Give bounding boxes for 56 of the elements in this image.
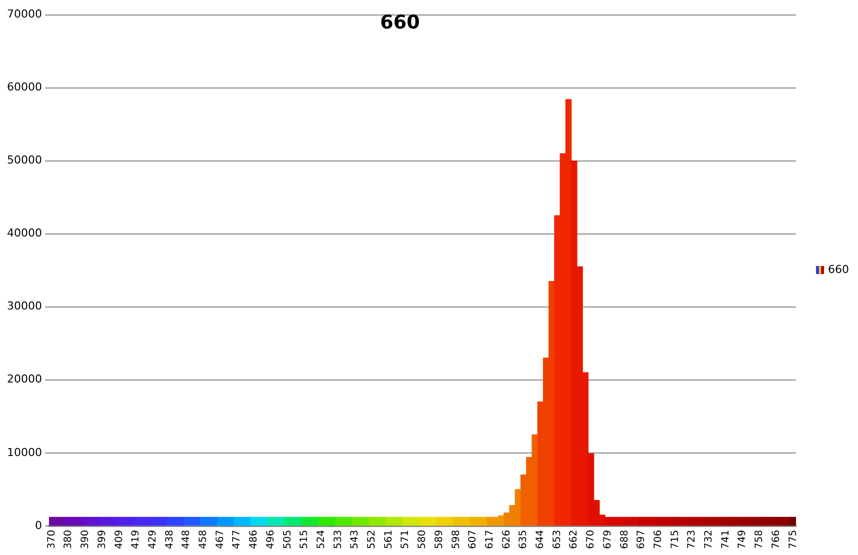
x-tick-label: 741 bbox=[720, 530, 732, 550]
x-tick-label: 419 bbox=[130, 530, 142, 550]
bar bbox=[790, 516, 796, 526]
x-tick-label: 715 bbox=[670, 530, 681, 550]
x-tick-label: 653 bbox=[552, 530, 563, 550]
x-tick-label: 399 bbox=[96, 530, 108, 550]
x-tick-label: 766 bbox=[770, 530, 782, 550]
y-tick-label: 0 bbox=[34, 518, 42, 532]
y-tick-label: 40000 bbox=[6, 226, 42, 240]
y-tick-label: 30000 bbox=[6, 300, 42, 313]
x-tick-label: 635 bbox=[518, 530, 530, 550]
y-tick-label: 50000 bbox=[6, 154, 42, 167]
x-tick-label: 429 bbox=[147, 530, 158, 550]
y-tick-label: 70000 bbox=[6, 8, 42, 21]
y-tick-label: 20000 bbox=[6, 372, 42, 386]
x-tick-label: 380 bbox=[63, 530, 74, 550]
x-tick-label: 706 bbox=[652, 530, 664, 550]
x-tick-label: 496 bbox=[265, 530, 276, 550]
x-tick-label: 688 bbox=[619, 530, 630, 550]
x-tick-label: 486 bbox=[248, 530, 260, 550]
y-tick-label: 60000 bbox=[6, 80, 42, 94]
x-tick-label: 607 bbox=[468, 530, 479, 550]
x-tick-label: 458 bbox=[198, 530, 210, 550]
x-tick-label: 438 bbox=[164, 530, 176, 550]
x-tick-label: 467 bbox=[214, 530, 226, 550]
x-tick-label: 662 bbox=[568, 530, 580, 550]
x-tick-label: 589 bbox=[434, 530, 445, 550]
x-tick-label: 749 bbox=[737, 530, 748, 550]
x-tick-label: 697 bbox=[636, 530, 648, 550]
text: 660 bbox=[828, 263, 849, 276]
x-tick-label: 679 bbox=[602, 530, 614, 550]
x-tick-label: 409 bbox=[114, 530, 125, 550]
x-tick-label: 571 bbox=[400, 530, 412, 550]
x-tick-label: 552 bbox=[366, 530, 378, 550]
x-tick-label: 448 bbox=[181, 530, 192, 550]
x-tick-label: 723 bbox=[686, 530, 698, 550]
x-tick-label: 524 bbox=[316, 530, 327, 550]
x-tick-label: 370 bbox=[46, 530, 58, 550]
x-tick-label: 515 bbox=[299, 530, 310, 550]
x-tick-label: 390 bbox=[80, 530, 92, 550]
x-tick-label: 626 bbox=[501, 530, 512, 550]
x-tick-label: 617 bbox=[484, 530, 496, 550]
x-tick-label: 670 bbox=[586, 530, 597, 550]
y-tick-label: 10000 bbox=[6, 446, 42, 459]
x-tick-label: 561 bbox=[383, 530, 394, 550]
x-tick-label: 644 bbox=[535, 530, 546, 550]
x-tick-label: 758 bbox=[754, 530, 766, 550]
x-tick-label: 598 bbox=[450, 530, 462, 550]
x-tick-label: 533 bbox=[332, 530, 344, 550]
x-tick-label: 775 bbox=[788, 530, 799, 550]
x-tick-label: 477 bbox=[232, 530, 243, 550]
x-tick-label: 505 bbox=[282, 530, 294, 550]
text: 660 bbox=[380, 11, 420, 34]
x-tick-label: 580 bbox=[417, 530, 428, 550]
x-tick-label: 543 bbox=[350, 530, 361, 550]
x-tick-label: 732 bbox=[704, 530, 715, 550]
